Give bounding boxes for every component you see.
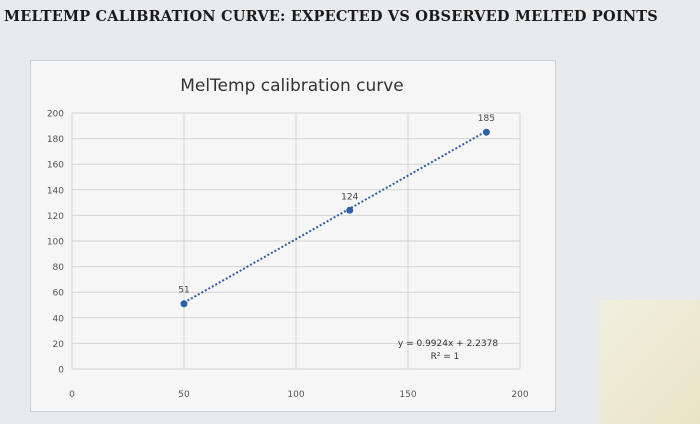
y-tick-label: 120 bbox=[47, 212, 64, 222]
data-point bbox=[482, 128, 490, 136]
data-label: 185 bbox=[478, 114, 495, 124]
x-tick-label: 150 bbox=[399, 390, 416, 400]
trendline bbox=[183, 130, 487, 304]
data-label: 51 bbox=[178, 286, 189, 296]
x-tick-label: 200 bbox=[511, 390, 528, 400]
background-strip bbox=[600, 300, 700, 424]
chart-panel bbox=[30, 60, 556, 412]
x-tick-label: 100 bbox=[287, 390, 304, 400]
trendline-equation: y = 0.9924x + 2.2378 bbox=[398, 339, 498, 349]
y-tick-label: 140 bbox=[47, 186, 64, 196]
y-tick-label: 80 bbox=[53, 263, 65, 273]
y-tick-label: 60 bbox=[53, 289, 65, 299]
tick-labels: 0 20 40 60 80 100 120 140 160 180 200 0 50 100 150 200 bbox=[47, 110, 529, 401]
trendline-r-squared: R² = 1 bbox=[431, 352, 460, 362]
y-tick-label: 0 bbox=[58, 366, 64, 376]
trendline-layer bbox=[183, 130, 487, 304]
y-tick-label: 100 bbox=[47, 238, 64, 248]
y-tick-label: 160 bbox=[47, 161, 64, 171]
data-point bbox=[180, 300, 188, 308]
y-tick-label: 20 bbox=[53, 340, 65, 350]
chart-title: MelTemp calibration curve bbox=[180, 76, 404, 96]
page-heading: MELTEMP CALIBRATION CURVE: EXPECTED VS O… bbox=[4, 8, 658, 25]
data-label: 124 bbox=[341, 192, 358, 202]
data-point bbox=[346, 206, 354, 214]
grid bbox=[71, 112, 521, 370]
data-points: 51 124 185 bbox=[178, 114, 495, 308]
y-tick-label: 180 bbox=[47, 135, 64, 145]
x-tick-label: 50 bbox=[178, 390, 190, 400]
y-tick-label: 200 bbox=[47, 110, 64, 120]
x-tick-label: 0 bbox=[69, 390, 75, 400]
y-tick-label: 40 bbox=[53, 314, 65, 324]
